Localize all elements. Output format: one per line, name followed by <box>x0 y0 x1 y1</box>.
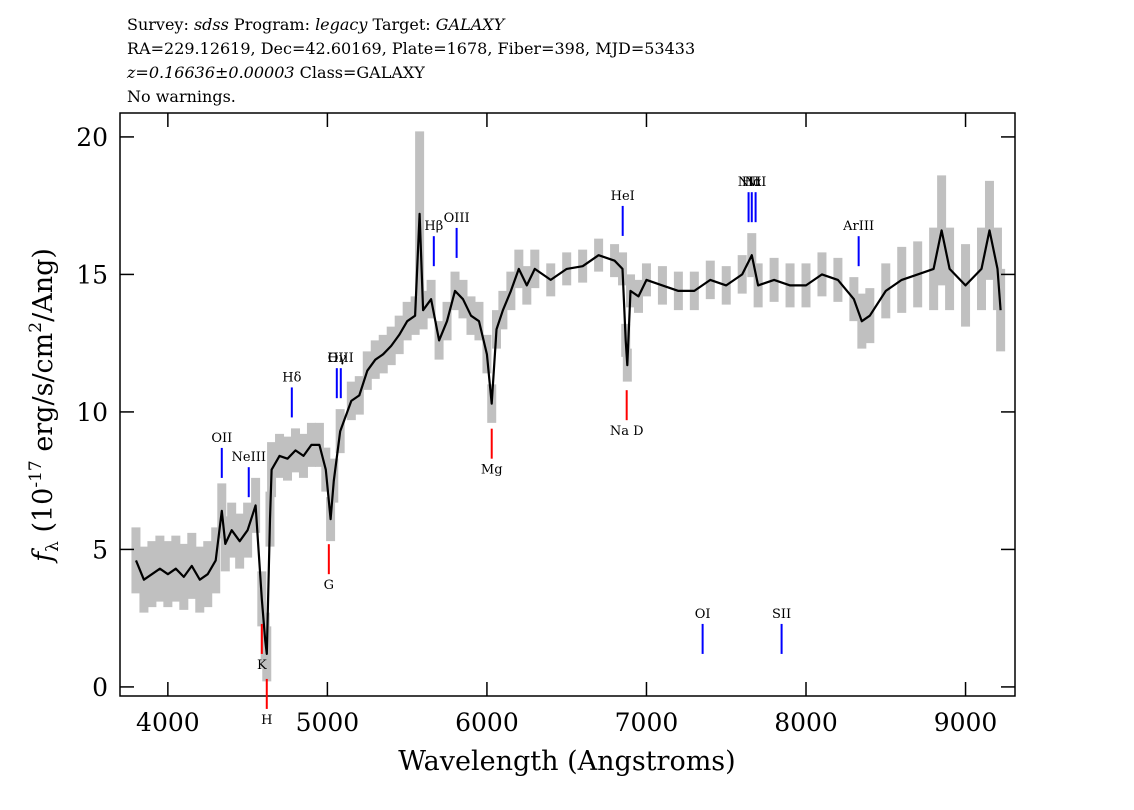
target-label: Target: <box>373 15 431 34</box>
y-axis-label: fλ (10-17 erg/s/cm2/Ang) <box>17 248 65 564</box>
survey-label: Survey: <box>127 15 189 34</box>
y-tick-label: 15 <box>76 260 108 289</box>
line-label: Hδ <box>282 370 301 385</box>
flux-line <box>134 212 1002 655</box>
header-line-3: z=0.16636±0.00003 Class=GALAXY <box>126 63 425 82</box>
line-label: Mg <box>481 463 503 478</box>
line-label: OIII <box>444 211 470 226</box>
program-label: Program: <box>234 15 310 34</box>
target: GALAXY <box>436 15 506 34</box>
line-label: NII <box>738 175 760 190</box>
plot-frame <box>119 112 1016 697</box>
line-label: SII <box>772 607 791 622</box>
header-line-4: No warnings. <box>127 87 236 106</box>
y-tick-label: 5 <box>92 535 108 564</box>
line-label: ArIII <box>842 219 874 234</box>
y-label-prefix: (10 <box>28 488 59 533</box>
redshift: z=0.16636±0.00003 <box>126 63 295 82</box>
line-label: NeIII <box>232 450 266 465</box>
line-label: H <box>261 713 272 728</box>
line-label: Hγ <box>327 351 346 366</box>
y-label-exponent: -17 <box>26 460 46 487</box>
line-label: HeI <box>611 189 635 204</box>
line-label: OIII <box>328 351 354 366</box>
x-tick-label: 8000 <box>774 708 838 737</box>
x-tick-label: 5000 <box>296 708 360 737</box>
line-label: OII <box>211 431 232 446</box>
header-line-1: Survey: sdss Program: legacy Target: GAL… <box>127 15 506 34</box>
y-label-suffix: /Ang) <box>28 248 59 322</box>
y-tick-label: 20 <box>76 123 108 152</box>
plot-area <box>131 131 1006 682</box>
x-axis-label: Wavelength (Angstroms) <box>398 746 735 777</box>
program: legacy <box>315 15 368 34</box>
y-label-square: 2 <box>26 322 46 333</box>
line-label: G <box>324 578 334 593</box>
header-line-2: RA=229.12619, Dec=42.60169, Plate=1678, … <box>127 39 695 58</box>
line-label: Na D <box>610 424 644 439</box>
line-label: Hβ <box>424 219 443 234</box>
line-label: K <box>257 658 267 673</box>
y-label-sub: λ <box>43 541 63 552</box>
line-label: NII <box>745 175 767 190</box>
x-tick-label: 4000 <box>136 708 200 737</box>
class: Class=GALAXY <box>300 63 426 82</box>
y-tick-label: 0 <box>92 673 108 702</box>
survey: sdss <box>194 15 229 34</box>
line-label: OI <box>695 607 711 622</box>
line-label: Hα <box>742 175 762 190</box>
x-tick-label: 7000 <box>615 708 679 737</box>
y-tick-label: 10 <box>76 398 108 427</box>
y-label-middle: erg/s/cm <box>28 333 59 452</box>
x-tick-label: 9000 <box>934 708 998 737</box>
x-tick-label: 6000 <box>455 708 519 737</box>
